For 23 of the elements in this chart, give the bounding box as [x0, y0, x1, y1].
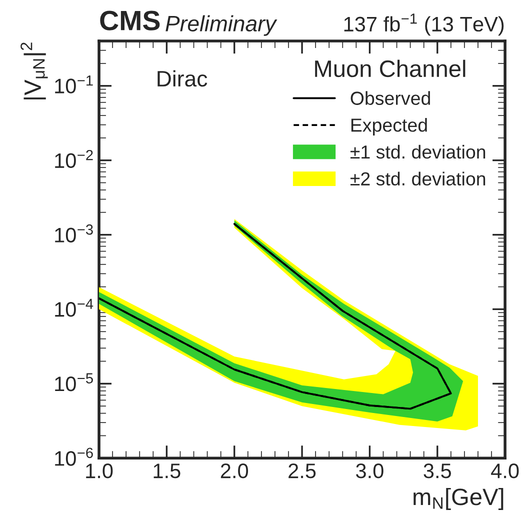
x-tick-label: 4.0 [491, 464, 519, 478]
y-tick-label: 10$^{−1}$ [55, 75, 93, 94]
y-tick-label: 10$^{−5}$ [55, 373, 93, 392]
legend-label: Observed [350, 91, 430, 105]
text: 137 fb$^{−1}$ (13 TeV) [344, 14, 504, 36]
x-axis-title: m$_{N}$[GeV] [414, 488, 504, 510]
y-tick-label: 10$^{−3}$ [55, 224, 93, 242]
chart-title: CMS [100, 10, 160, 30]
annotation: Dirac [158, 70, 208, 87]
legend-label: ±2 std. deviation [350, 172, 486, 186]
legend-label: Expected [351, 118, 427, 136]
y-tick-label: 10$^{−4}$ [55, 298, 94, 317]
y-axis-title: |V$_{μN}$|$^{2}$ [20, 42, 48, 100]
x-tick-label: 1.5 [154, 464, 180, 478]
chart-subtitle: Preliminary [166, 15, 278, 36]
x-tick-label: 3.5 [424, 464, 451, 478]
x-tick-label: 3.0 [356, 464, 384, 478]
x-tick-label: 1.0 [86, 464, 113, 478]
y-tick-label: 10$^{−2}$ [55, 150, 93, 168]
x-tick-label: 2.5 [288, 464, 316, 478]
x-tick-label: 2.0 [220, 464, 248, 478]
legend-title: Muon Channel [315, 60, 466, 78]
legend-label: ±1 std. deviation [350, 144, 486, 159]
